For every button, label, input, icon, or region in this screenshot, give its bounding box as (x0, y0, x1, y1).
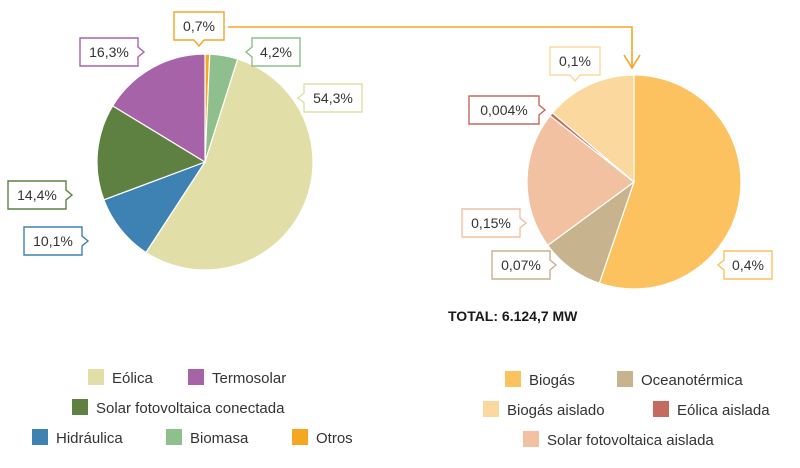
callout-oceanotermica: 0,07% (491, 250, 558, 280)
legend-item-biogas-swatch (505, 371, 521, 387)
total-label: TOTAL: 6.124,7 MW (448, 308, 578, 324)
callout-solar-fotovoltaica-conectada-box (7, 180, 74, 210)
callout-eolica-aislada: 0,004% (468, 95, 547, 125)
legend-item-hidraulica-label: Hidráulica (56, 430, 123, 447)
legend-item-termosolar-swatch (188, 369, 204, 385)
slice-biogas-aislado (551, 74, 635, 184)
pie-main (96, 53, 314, 271)
callout-eolica-aislada-text: 0,004% (480, 102, 527, 118)
callout-biogas-aislado-box (549, 46, 601, 83)
callout-hidraulica-text: 10,1% (33, 233, 73, 249)
legend-item-solar-fotovoltaica-conectada-swatch (72, 399, 88, 415)
callout-hidraulica: 10,1% (23, 226, 90, 256)
legend: Eólica Termosolar Solar fotovoltaica conec… (32, 369, 770, 449)
legend-item-biogas-aislado-label: Biogás aislado (507, 402, 605, 419)
callout-termosolar-text: 16,3% (89, 44, 129, 60)
callout-biomasa-box (244, 37, 301, 67)
legend-item-biomasa-label: Biomasa (190, 430, 249, 447)
callout-biomasa: 4,2% (244, 37, 301, 67)
callout-solar-fotovoltaica-aislada-text: 0,15% (471, 215, 511, 231)
legend-item-otros-swatch (292, 429, 308, 445)
callout-biomasa-text: 4,2% (260, 44, 292, 60)
legend-item-biogas: Biogás (505, 371, 575, 389)
connector-arrowhead (623, 54, 641, 70)
legend-item-oceanotermica-label: Oceanotérmica (641, 372, 743, 389)
callout-biogas-text: 0,4% (732, 257, 764, 273)
callout-biogas-aislado-text: 0,1% (559, 53, 591, 69)
slice-eolica (145, 58, 314, 271)
legend-item-biogas-label: Biogás (529, 372, 575, 389)
slice-solar-fotovoltaica-conectada (96, 105, 207, 201)
legend-item-solar-fotovoltaica-conectada-label: Solar fotovoltaica conectada (96, 400, 285, 417)
callout-termosolar: 16,3% (79, 37, 146, 67)
slice-solar-fotovoltaica-aislada (526, 114, 635, 247)
legend-item-otros: Otros (292, 429, 353, 447)
legend-item-hidraulica: Hidráulica (32, 429, 123, 447)
legend-item-eolica-aislada: Eólica aislada (653, 401, 770, 419)
legend-item-biomasa-swatch (166, 429, 182, 445)
callout-solar-fotovoltaica-conectada: 14,4% (7, 180, 74, 210)
callout-eolica: 54,3% (296, 83, 363, 113)
callout-otros-text: 0,7% (183, 18, 215, 34)
callout-termosolar-box (79, 37, 146, 67)
legend-item-hidraulica-swatch (32, 429, 48, 445)
legend-item-eolica-aislada-swatch (653, 401, 669, 417)
callout-eolica-box (296, 83, 363, 113)
legend-item-biogas-aislado: Biogás aislado (483, 401, 605, 419)
legend-item-solar-fotovoltaica-aislada-swatch (523, 431, 539, 447)
callout-biogas-aislado: 0,1% (549, 46, 601, 83)
slice-biogas (598, 74, 742, 290)
legend-item-eolica-swatch (88, 369, 104, 385)
callout-biogas-box (716, 250, 773, 280)
callout-solar-fotovoltaica-aislada: 0,15% (461, 208, 528, 238)
legend-item-termosolar: Termosolar (188, 369, 286, 387)
connector-arrow (228, 26, 633, 68)
slice-termosolar (111, 53, 206, 164)
legend-item-termosolar-label: Termosolar (212, 370, 286, 387)
value-callouts: 54,3% 14,4% 10,1% 16,3% 4,2% 0,7% 0,4% 0,07% 0,1… (7, 11, 773, 280)
legend-item-solar-fotovoltaica-aislada-label: Solar fotovoltaica aislada (547, 432, 714, 449)
legend-item-oceanotermica-swatch (617, 371, 633, 387)
legend-item-oceanotermica: Oceanotérmica (617, 371, 743, 389)
legend-item-solar-fotovoltaica-conectada: Solar fotovoltaica conectada (72, 399, 285, 417)
legend-item-otros-label: Otros (316, 430, 353, 447)
callout-biogas: 0,4% (716, 250, 773, 280)
callout-oceanotermica-text: 0,07% (501, 257, 541, 273)
callout-eolica-aislada-box (468, 95, 547, 125)
legend-item-biogas-aislado-swatch (483, 401, 499, 417)
callout-otros: 0,7% (173, 11, 225, 48)
legend-item-biomasa: Biomasa (166, 429, 249, 447)
legend-item-eolica: Eólica (88, 369, 154, 387)
callout-solar-fotovoltaica-aislada-box (461, 208, 528, 238)
callout-oceanotermica-box (491, 250, 558, 280)
callout-solar-fotovoltaica-conectada-text: 14,4% (17, 187, 57, 203)
pie-breakdown (526, 74, 742, 290)
legend-item-solar-fotovoltaica-aislada: Solar fotovoltaica aislada (523, 431, 714, 449)
callout-hidraulica-box (23, 226, 90, 256)
legend-item-eolica-aislada-label: Eólica aislada (677, 402, 770, 419)
callout-eolica-text: 54,3% (313, 90, 353, 106)
legend-item-eolica-label: Eólica (112, 370, 154, 387)
callout-otros-box (173, 11, 225, 48)
